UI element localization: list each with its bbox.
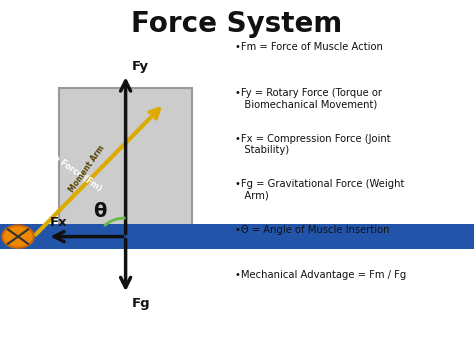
Text: •Θ = Angle of Muscle Insertion: •Θ = Angle of Muscle Insertion xyxy=(235,225,389,235)
Text: Moment Arm: Moment Arm xyxy=(67,143,107,194)
Bar xyxy=(59,88,192,237)
Text: •Mechanical Advantage = Fm / Fg: •Mechanical Advantage = Fm / Fg xyxy=(235,270,406,281)
Circle shape xyxy=(2,225,34,248)
Text: Fy: Fy xyxy=(131,60,148,73)
Text: θ: θ xyxy=(93,202,106,221)
Text: Force System: Force System xyxy=(131,10,343,38)
Text: •Fy = Rotary Force (Torque or
   Biomechanical Movement): •Fy = Rotary Force (Torque or Biomechani… xyxy=(235,88,382,110)
Text: •Fg = Gravitational Force (Weight
   Arm): •Fg = Gravitational Force (Weight Arm) xyxy=(235,179,404,201)
Text: •Fm = Force of Muscle Action: •Fm = Force of Muscle Action xyxy=(235,42,383,52)
Text: •Fx = Compression Force (Joint
   Stability): •Fx = Compression Force (Joint Stability… xyxy=(235,134,390,155)
Text: Fx: Fx xyxy=(50,216,67,229)
Bar xyxy=(0,224,474,249)
Text: Fg: Fg xyxy=(131,297,150,310)
Text: Muscle Force (Fm): Muscle Force (Fm) xyxy=(30,139,103,194)
